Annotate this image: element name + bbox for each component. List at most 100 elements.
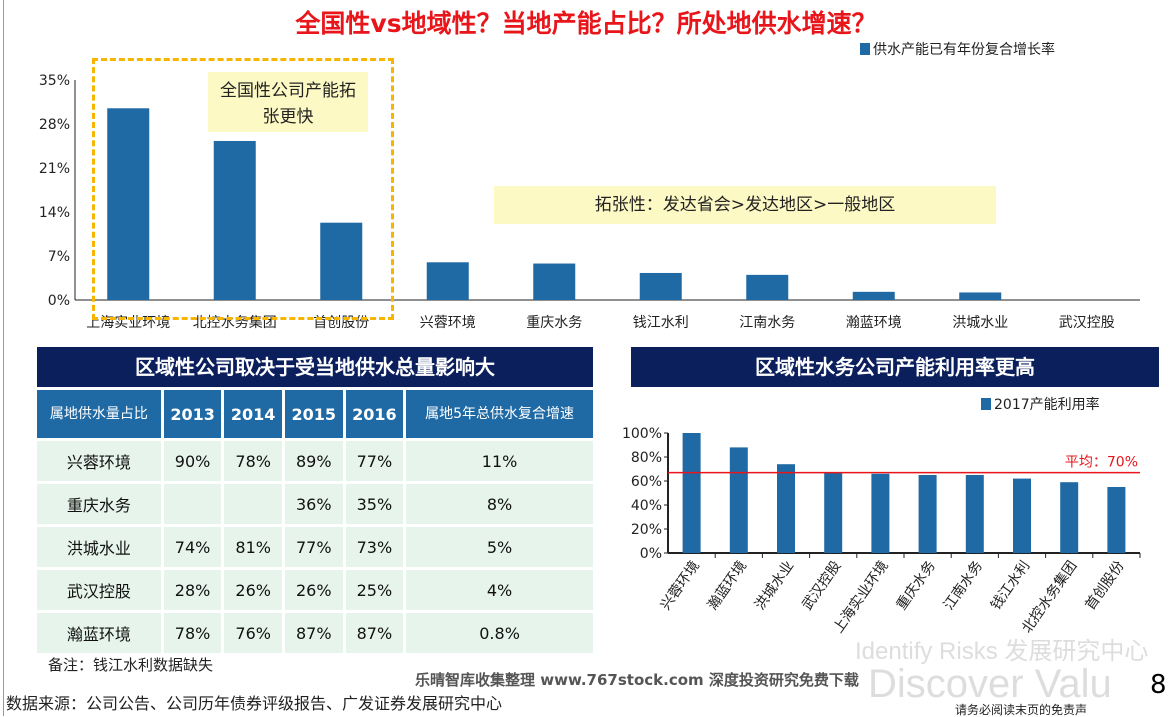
table-cell: 26% (284, 570, 343, 610)
table-cell: 36% (284, 484, 343, 524)
y-tick-label: 80% (631, 450, 662, 466)
bar (533, 263, 576, 300)
bar (1060, 482, 1079, 553)
x-tick-label: 武汉控股 (799, 558, 844, 613)
y-tick-label: 100% (622, 426, 662, 442)
x-tick-label: 江南水务 (739, 315, 795, 331)
bar (965, 475, 984, 553)
table-row: 武汉控股 28% 26% 26% 25% 4% (37, 570, 593, 610)
bar (918, 475, 937, 553)
table-cell: 26% (224, 570, 282, 610)
bar (213, 140, 256, 300)
column-header: 2014 (224, 390, 282, 438)
table-cell: 11% (406, 441, 593, 481)
column-header: 属地5年总供水复合增速 (406, 390, 593, 438)
bar (426, 262, 469, 300)
table-cell: 35% (345, 484, 404, 524)
page-border (3, 0, 4, 716)
y-tick-label: 0% (640, 546, 662, 562)
legend-swatch (981, 398, 991, 410)
table-cell: 0.8% (406, 613, 593, 653)
right-chart-legend: 2017产能利用率 (981, 394, 1100, 414)
disclaimer: 请务必阅读末页的免责声 (955, 703, 1088, 717)
page-number: 8 (1150, 670, 1167, 700)
table-cell: 25% (345, 570, 404, 610)
legend-label: 供水产能已有年份复合增长率 (873, 42, 1055, 58)
table-cell: 77% (284, 527, 343, 567)
bar (320, 222, 363, 300)
table-cell (163, 484, 222, 524)
legend-label: 2017产能利用率 (994, 397, 1100, 413)
y-tick-label: 40% (631, 498, 662, 514)
bar (777, 464, 795, 553)
x-tick-label: 兴蓉环境 (658, 558, 703, 613)
bar (746, 274, 789, 300)
table-row: 洪城水业 74% 81% 77% 73% 5% (37, 527, 593, 567)
table-cell: 武汉控股 (37, 570, 161, 610)
bar (1013, 478, 1031, 553)
x-tick-label: 武汉控股 (1059, 315, 1115, 331)
table-cell: 78% (163, 613, 222, 653)
right-chart: 0%20%40%60%80%100%兴蓉环境 瀚蓝环境 洪城水业 武汉控股上海实业环境… (622, 426, 1141, 636)
table-cell: 兴蓉环境 (37, 441, 161, 481)
x-tick-label: 洪城水业 (952, 315, 1008, 331)
bar (639, 272, 682, 300)
right-chart-title: 区域性水务公司产能利用率更高 (631, 347, 1159, 387)
table-title: 区域性公司取决于受当地供水总量影响大 (37, 347, 593, 387)
column-header: 2015 (284, 390, 343, 438)
bar (1107, 487, 1126, 553)
table-cell: 76% (224, 613, 282, 653)
bar (682, 433, 701, 553)
table-cell: 洪城水业 (37, 527, 161, 567)
x-tick-label: 洪城水业 (752, 558, 797, 613)
bar (824, 472, 843, 553)
page-title: 全国性vs地域性？当地产能占比？所处地供水增速？ (295, 9, 877, 38)
bar (729, 447, 748, 553)
table-cell: 73% (345, 527, 404, 567)
table-cell: 74% (163, 527, 222, 567)
table-cell: 78% (224, 441, 282, 481)
table-cell: 28% (163, 570, 222, 610)
x-tick-label: 首创股份 (1082, 558, 1127, 613)
bar (871, 473, 890, 553)
x-tick-label: 钱江水利 (988, 558, 1033, 613)
table-note: 备注：钱江水利数据缺失 (48, 656, 214, 674)
x-tick-label: 瀚蓝环境 (705, 558, 750, 613)
average-label: 平均：70% (1065, 455, 1138, 471)
x-tick-label: 重庆水务 (894, 558, 939, 613)
highlight-box (92, 58, 394, 320)
bar (107, 108, 150, 301)
y-tick-label: 60% (631, 474, 662, 490)
brand-line1: Identify Risks 发展研究中心 (855, 638, 1149, 665)
table-row: 兴蓉环境 90% 78% 89% 77% 11% (37, 441, 593, 481)
x-tick-label: 重庆水务 (526, 315, 582, 331)
column-header: 2013 (163, 390, 222, 438)
legend-swatch (860, 43, 870, 55)
x-tick-label: 瀚蓝环境 (846, 315, 902, 331)
column-header: 2016 (345, 390, 404, 438)
table-cell: 81% (224, 527, 282, 567)
callout-national: 全国性公司产能拓张更快 (208, 72, 368, 132)
x-tick-label: 钱江水利 (633, 315, 689, 331)
table-cell: 90% (163, 441, 222, 481)
x-tick-label: 江南水务 (941, 558, 986, 613)
table-cell: 87% (284, 613, 343, 653)
table-cell (224, 484, 282, 524)
table-cell: 重庆水务 (37, 484, 161, 524)
bar (959, 292, 1002, 300)
table-cell: 87% (345, 613, 404, 653)
data-source: 数据来源：公司公告、公司历年债券评级报告、广发证券发展研究中心 (6, 694, 503, 713)
callout-expansion: 拓张性：发达省会>发达地区>一般地区 (494, 186, 996, 224)
table-cell: 瀚蓝环境 (37, 613, 161, 653)
y-tick-label: 21% (39, 161, 70, 177)
y-tick-label: 0% (48, 293, 70, 309)
table-cell: 8% (406, 484, 593, 524)
y-tick-label: 7% (48, 249, 70, 265)
bar (852, 291, 895, 300)
y-tick-label: 35% (39, 73, 70, 89)
column-header: 属地供水量占比 (37, 390, 161, 438)
table-row: 重庆水务 36% 35% 8% (37, 484, 593, 524)
y-tick-label: 28% (39, 117, 70, 133)
brand-line2: Discover Valu (868, 662, 1112, 706)
table-row: 瀚蓝环境 78% 76% 87% 87% 0.8% (37, 613, 593, 653)
